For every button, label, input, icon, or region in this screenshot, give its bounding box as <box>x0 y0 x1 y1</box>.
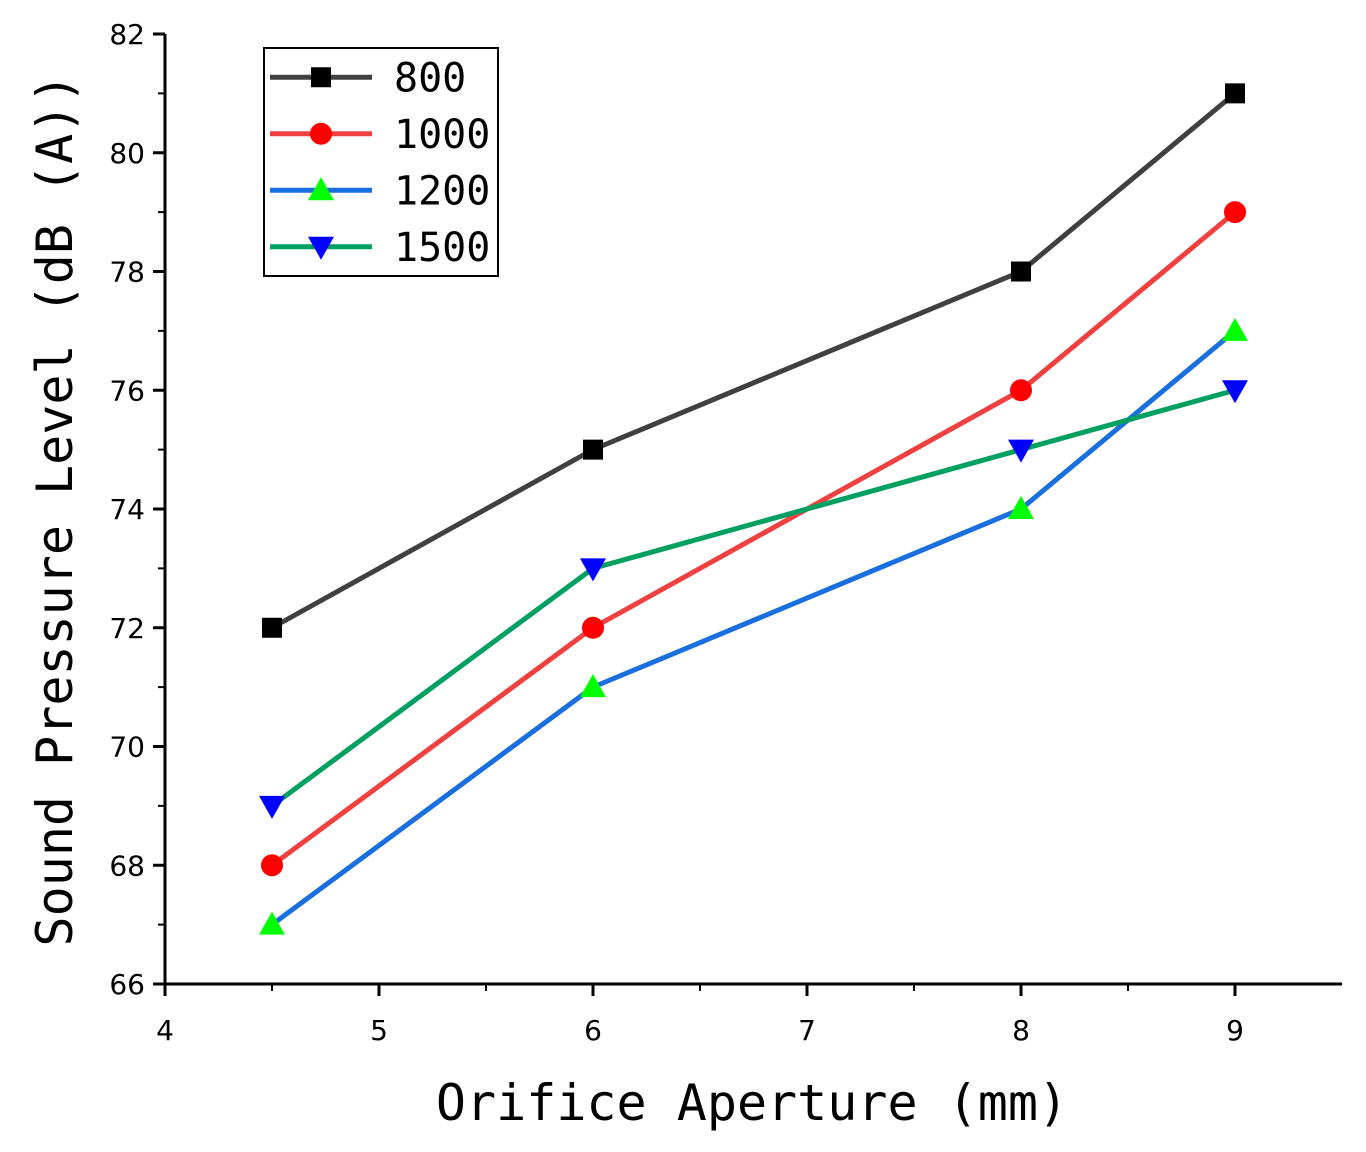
data-point-1200 <box>580 674 606 698</box>
series-1200 <box>259 317 1248 935</box>
legend: 800 1000 1200 1500 <box>263 47 499 277</box>
y-tick-label: 76 <box>109 374 145 407</box>
series-1000 <box>261 201 1246 877</box>
data-point-1500 <box>1222 380 1248 404</box>
y-tick-label: 72 <box>109 612 145 645</box>
series-line-1500 <box>270 387 1236 808</box>
data-point-1200 <box>1008 496 1034 519</box>
y-tick-label: 66 <box>109 968 145 1001</box>
x-tick-label: 4 <box>156 1014 174 1047</box>
legend-item-1000: 1000 <box>270 112 490 158</box>
x-axis-title: Orifice Aperture (mm) <box>436 1074 1068 1132</box>
series-line-800 <box>270 91 1237 630</box>
legend-marker <box>308 236 334 260</box>
data-point-800 <box>262 617 282 638</box>
x-tick-label: 7 <box>798 1014 816 1047</box>
data-point-1500 <box>259 795 285 819</box>
legend-label: 1200 <box>394 168 490 214</box>
series-800 <box>262 83 1245 638</box>
y-tick-label: 74 <box>109 493 145 526</box>
data-point-800 <box>1225 83 1245 104</box>
x-tick-label: 9 <box>1226 1014 1244 1047</box>
legend-label: 800 <box>394 55 466 101</box>
series-line-1000 <box>270 210 1237 868</box>
series-1500 <box>259 380 1248 819</box>
y-tick-label: 68 <box>109 849 145 882</box>
data-point-1500 <box>1008 439 1034 463</box>
x-tick-label: 6 <box>584 1014 602 1047</box>
data-point-1500 <box>580 558 606 582</box>
legend-box <box>263 47 499 277</box>
data-point-1000 <box>1010 379 1032 402</box>
legend-label: 1500 <box>394 225 490 271</box>
y-tick-label: 78 <box>109 256 145 289</box>
series-line-1200 <box>270 328 1237 927</box>
legend-item-1200: 1200 <box>270 168 490 214</box>
data-point-1000 <box>261 854 283 877</box>
legend-label: 1000 <box>394 112 490 158</box>
legend-item-800: 800 <box>270 55 466 101</box>
legend-marker <box>308 177 334 201</box>
y-axis-title: Sound Pressure Level (dB (A)) <box>26 74 84 947</box>
data-point-1200 <box>1222 317 1248 341</box>
legend-item-1500: 1500 <box>270 225 490 271</box>
y-tick-label: 70 <box>109 731 145 764</box>
data-point-800 <box>583 439 603 460</box>
data-point-1200 <box>259 911 285 935</box>
x-tick-label: 8 <box>1012 1014 1030 1047</box>
data-point-800 <box>1011 261 1031 282</box>
legend-marker <box>310 122 332 145</box>
legend-marker <box>311 67 331 88</box>
y-tick-label: 80 <box>109 137 145 170</box>
series-layer <box>259 83 1248 935</box>
x-tick-label: 5 <box>370 1014 388 1047</box>
data-point-1000 <box>1224 201 1246 224</box>
y-tick-label: 82 <box>109 18 145 51</box>
data-point-1000 <box>582 616 604 639</box>
